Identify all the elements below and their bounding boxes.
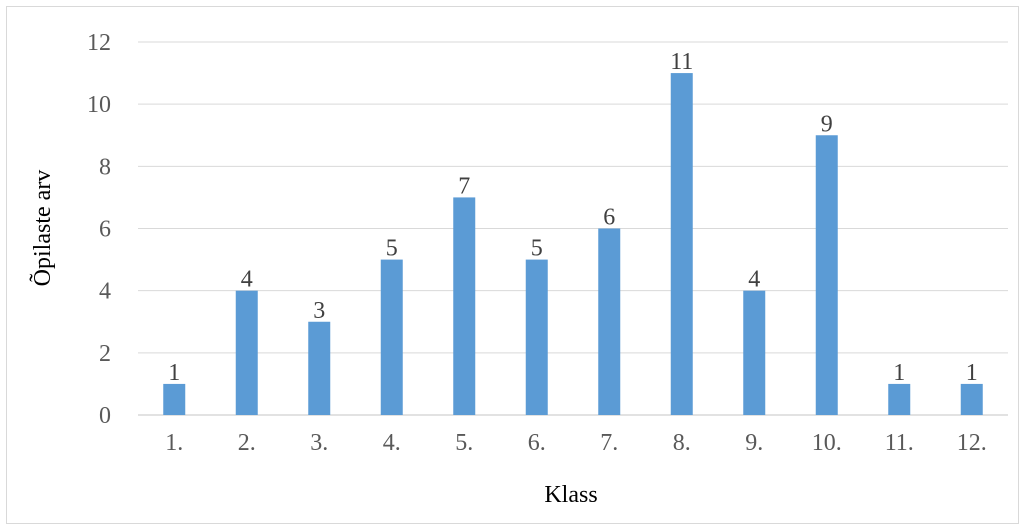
x-tick-label: 10.	[812, 430, 842, 456]
x-axis-ticks: 1. 2. 3. 4. 5. 6. 7. 8. 9. 10. 11. 12.	[165, 430, 987, 456]
bar	[235, 290, 258, 415]
y-tick-label: 12	[87, 30, 111, 56]
data-label: 11	[670, 49, 693, 75]
data-label: 4	[241, 267, 253, 293]
y-tick-label: 4	[99, 279, 111, 305]
x-tick-label: 7.	[600, 430, 618, 456]
bar	[960, 383, 983, 415]
y-axis-title: Õpilaste arv	[29, 170, 56, 287]
data-label: 5	[531, 236, 543, 262]
data-label: 4	[748, 267, 760, 293]
x-tick-label: 9.	[745, 430, 763, 456]
x-tick-label: 3.	[310, 430, 328, 456]
y-tick-label: 6	[99, 217, 111, 243]
bar	[308, 321, 331, 415]
data-label: 7	[458, 173, 470, 199]
y-tick-label: 8	[99, 154, 111, 180]
y-tick-label: 10	[87, 92, 111, 118]
y-tick-label: 2	[99, 341, 111, 367]
data-label: 1	[966, 360, 978, 386]
y-axis-ticks: 0 2 4 6 8 10 12	[87, 30, 111, 429]
x-tick-label: 1.	[165, 430, 183, 456]
gridlines	[138, 41, 1008, 416]
bar	[453, 197, 476, 415]
data-label: 6	[603, 205, 615, 231]
bar	[380, 259, 403, 415]
bar	[743, 290, 766, 415]
x-tick-label: 2.	[238, 430, 256, 456]
x-tick-label: 8.	[673, 430, 691, 456]
x-tick-label: 11.	[885, 430, 914, 456]
bar	[815, 135, 838, 415]
x-tick-label: 12.	[957, 430, 987, 456]
chart-area	[6, 6, 1019, 524]
x-axis-title: Klass	[544, 482, 597, 508]
data-label: 1	[168, 360, 180, 386]
x-tick-label: 5.	[455, 430, 473, 456]
bar	[670, 73, 693, 415]
bar	[525, 259, 548, 415]
y-tick-label: 0	[99, 403, 111, 429]
data-label: 9	[821, 111, 833, 137]
data-label: 3	[313, 298, 325, 324]
x-tick-label: 4.	[383, 430, 401, 456]
bar	[163, 383, 186, 415]
bar	[598, 228, 621, 415]
data-label: 1	[893, 360, 905, 386]
x-tick-label: 6.	[528, 430, 546, 456]
data-label: 5	[386, 236, 398, 262]
bars	[163, 73, 983, 415]
bar	[888, 383, 911, 415]
